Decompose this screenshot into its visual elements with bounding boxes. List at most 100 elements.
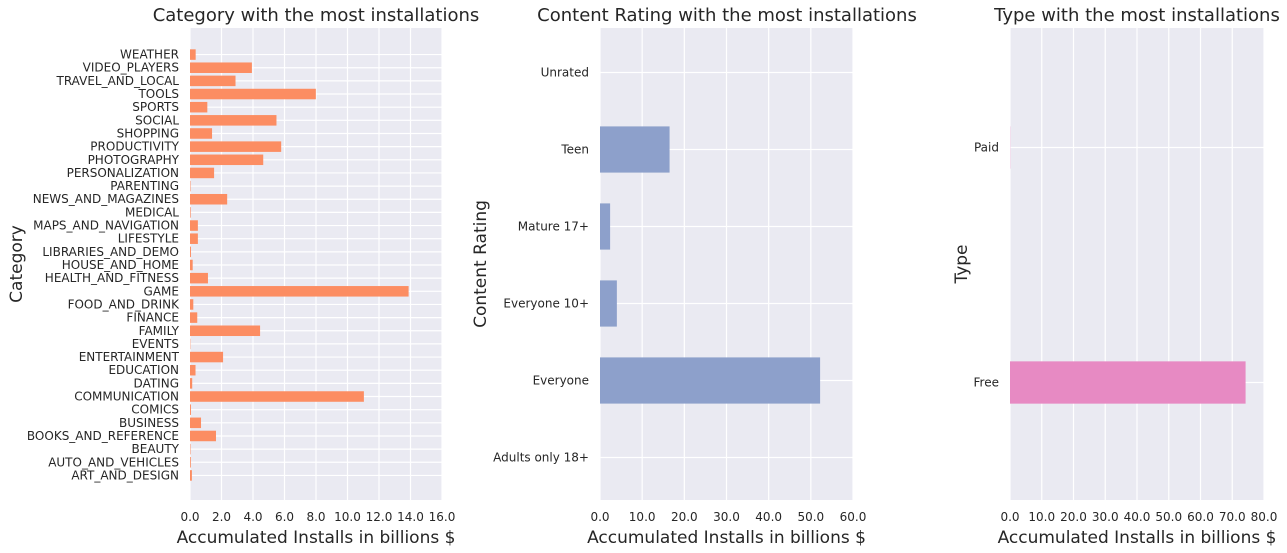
x-tick-label: 0.0 <box>180 510 199 524</box>
y-tick-label: FINANCE <box>126 311 179 325</box>
y-tick-label: Mature 17+ <box>518 220 589 234</box>
y-tick-label: TOOLS <box>137 87 179 101</box>
y-tick-label: PARENTING <box>110 179 179 193</box>
y-tick-label: PERSONALIZATION <box>67 166 179 180</box>
x-tick-label: 14.0 <box>397 510 424 524</box>
category-chart: ART_AND_DESIGNAUTO_AND_VEHICLESBEAUTYBOO… <box>7 5 479 548</box>
x-tick-label: 10.0 <box>629 510 656 524</box>
x-tick-label: 4.0 <box>243 510 262 524</box>
bar-news-and-magazines <box>190 193 228 205</box>
bar-personalization <box>190 167 215 179</box>
x-axis-label: Accumulated Installs in billions $ <box>587 528 866 548</box>
y-tick-label: Everyone 10+ <box>503 297 589 311</box>
y-tick-label: MEDICAL <box>125 205 179 219</box>
y-tick-label: Unrated <box>541 66 589 80</box>
y-tick-label: SHOPPING <box>117 126 179 140</box>
bar-education <box>190 364 196 376</box>
y-tick-label: EVENTS <box>132 337 179 351</box>
bar-weather <box>190 49 196 60</box>
content-rating-chart: Adults only 18+ Everyone Everyone 10+ Matur… <box>471 5 917 548</box>
bar-tools <box>190 88 316 100</box>
bar-shopping <box>190 128 213 139</box>
bar-lifestyle <box>190 233 198 244</box>
y-tick-label: TRAVEL_AND_LOCAL <box>55 74 179 88</box>
bar-business <box>190 417 202 429</box>
bar-productivity <box>190 141 282 152</box>
x-tick-label: 6.0 <box>275 510 294 524</box>
bar-free <box>1010 361 1246 404</box>
bar-social <box>190 115 277 126</box>
y-tick-label: LIFESTYLE <box>118 232 179 246</box>
bar-maps-and-navigation <box>190 220 198 231</box>
bar-finance <box>190 312 198 323</box>
bar-medical <box>190 207 191 218</box>
x-tick-label: 20.0 <box>671 510 698 524</box>
y-tick-label: BOOKS_AND_REFERENCE <box>27 429 179 443</box>
y-tick-label: VIDEO_PLAYERS <box>83 61 179 75</box>
bar-house-and-home <box>190 259 193 271</box>
chart-title: Category with the most installations <box>153 5 480 26</box>
type-chart: Free Paid 0.0 10.0 20.0 30.0 40.0 50.0 60.0 70.0 8… <box>952 5 1280 548</box>
bar-everyone-10- <box>600 280 617 327</box>
y-tick-label: SPORTS <box>132 100 179 114</box>
y-tick-label: NEWS_AND_MAGAZINES <box>33 192 179 206</box>
bar-teen <box>600 126 670 173</box>
y-tick-label: WEATHER <box>120 48 179 62</box>
x-tick-label: 60.0 <box>840 510 867 524</box>
bar-food-and-drink <box>190 299 194 310</box>
x-tick-label: 60.0 <box>1187 510 1214 524</box>
bar-auto-and-vehicles <box>190 457 191 468</box>
bar-dating <box>190 378 193 389</box>
x-tick-label: 20.0 <box>1060 510 1087 524</box>
y-tick-label: FAMILY <box>139 324 180 338</box>
bar-entertainment <box>190 351 224 363</box>
y-tick-label: BUSINESS <box>119 416 179 430</box>
x-tick-label: 70.0 <box>1219 510 1246 524</box>
y-tick-label: GAME <box>144 284 179 298</box>
x-tick-label: 10.0 <box>334 510 361 524</box>
y-tick-label: Free <box>974 376 999 390</box>
x-tick-label: 10.0 <box>1028 510 1055 524</box>
y-tick-label: Everyone <box>533 374 589 388</box>
bar-everyone <box>600 357 821 404</box>
y-tick-label: FOOD_AND_DRINK <box>68 297 181 311</box>
x-tick-label: 40.0 <box>1124 510 1151 524</box>
y-tick-label: ART_AND_DESIGN <box>71 468 179 482</box>
x-tick-label: 30.0 <box>713 510 740 524</box>
y-tick-label: PHOTOGRAPHY <box>88 153 180 167</box>
bar-game <box>190 286 409 297</box>
x-tick-label: 40.0 <box>755 510 782 524</box>
bar-mature-17- <box>600 203 611 250</box>
chart-title: Type with the most installations <box>993 5 1280 26</box>
y-tick-label: Paid <box>974 141 999 155</box>
x-tick-label: 0.0 <box>590 510 609 524</box>
bar-travel-and-local <box>190 75 236 87</box>
x-tick-label: 0.0 <box>1000 510 1019 524</box>
bar-art-and-design <box>190 470 192 481</box>
bar-family <box>190 325 261 337</box>
x-tick-label: 2.0 <box>212 510 231 524</box>
x-tick-label: 12.0 <box>366 510 393 524</box>
x-tick-label: 8.0 <box>306 510 325 524</box>
x-tick-label: 30.0 <box>1092 510 1119 524</box>
x-tick-label: 50.0 <box>1155 510 1182 524</box>
y-axis-label: Category <box>7 225 27 303</box>
y-tick-label: EDUCATION <box>108 363 179 377</box>
x-tick-label: 16.0 <box>429 510 456 524</box>
y-tick-label: COMICS <box>131 403 179 417</box>
y-axis-label: Type <box>952 244 972 284</box>
bar-communication <box>190 391 364 402</box>
y-tick-label: AUTO_AND_VEHICLES <box>48 455 179 469</box>
y-tick-label: BEAUTY <box>132 442 180 456</box>
y-tick-label: HOUSE_AND_HOME <box>62 258 179 272</box>
bar-libraries-and-demo <box>190 246 191 258</box>
x-axis-label: Accumulated Installs in billions $ <box>177 528 456 548</box>
y-tick-label: HEALTH_AND_FITNESS <box>45 271 179 285</box>
bar-sports <box>190 101 208 113</box>
y-tick-label: COMMUNICATION <box>74 390 179 404</box>
y-tick-label: SOCIAL <box>135 113 179 127</box>
x-tick-label: 80.0 <box>1251 510 1278 524</box>
y-tick-label: DATING <box>134 376 179 390</box>
chart-title: Content Rating with the most installatio… <box>537 5 917 26</box>
bar-comics <box>190 404 191 415</box>
